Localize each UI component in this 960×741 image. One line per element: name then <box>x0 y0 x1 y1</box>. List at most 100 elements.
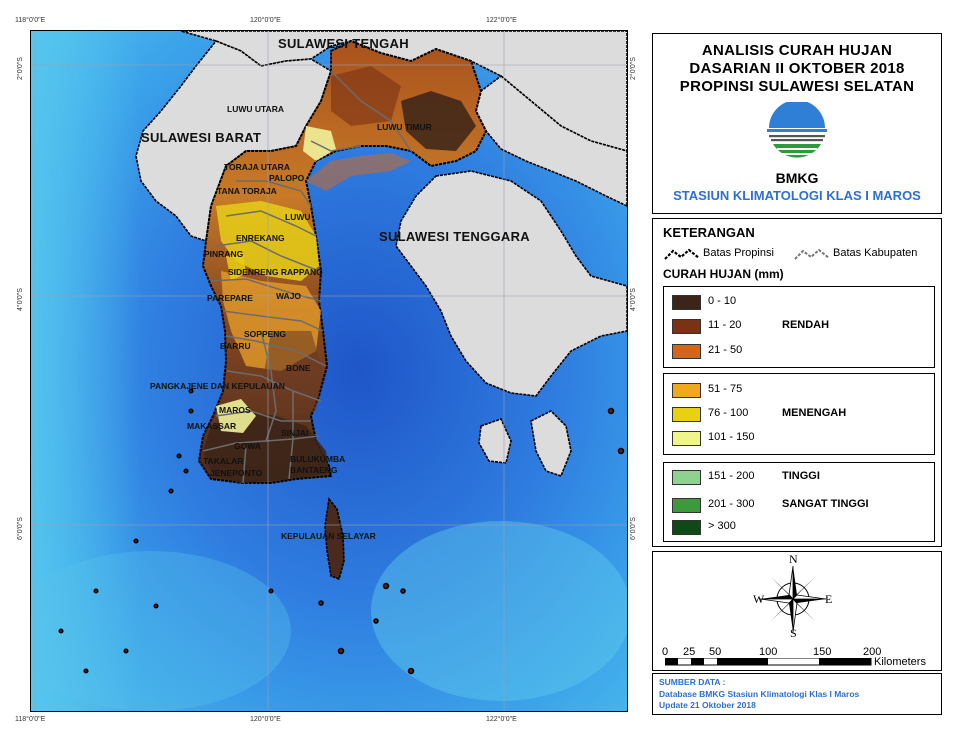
region-label-sulawesi-tenggara: SULAWESI TENGGARA <box>379 229 530 244</box>
coord-label-left: 2°0'0"S <box>17 57 24 80</box>
zone-rainfall-101-150 <box>303 126 336 161</box>
batas-propinsi-icon <box>664 248 700 260</box>
source-line2: Update 21 Oktober 2018 <box>659 700 756 710</box>
legend-class-label: 201 - 300 <box>708 498 755 510</box>
scale-tick-label: 100 <box>759 646 778 658</box>
coord-label-bottom: 122°0'0"E <box>486 716 517 723</box>
source-heading: SUMBER DATA : <box>659 677 726 687</box>
legend-category-label: SANGAT TINGGI <box>782 498 869 510</box>
title-panel: ANALISIS CURAH HUJAN DASARIAN II OKTOBER… <box>652 33 942 214</box>
kabupaten-label: MAROS <box>219 405 251 415</box>
compass-north: N <box>789 552 798 566</box>
legend-swatch <box>672 407 701 422</box>
coord-label-left: 6°0'0"S <box>17 517 24 540</box>
compass-rose-icon <box>759 565 827 633</box>
scale-tick-label: 25 <box>683 646 696 658</box>
kabupaten-label: WAJO <box>276 291 302 301</box>
batas-propinsi-label: Batas Propinsi <box>703 247 774 259</box>
zone-rainfall-101-150 <box>216 399 256 433</box>
zone-rainfall-0-10 <box>401 91 476 151</box>
kabupaten-label: LUWU <box>285 212 311 222</box>
scale-tick-label: 150 <box>813 646 832 658</box>
coord-label-top: 120°0'0"E <box>250 17 281 24</box>
legend-swatch <box>672 344 701 359</box>
kabupaten-label: LUWU TIMUR <box>377 122 432 132</box>
kabupaten-label: PALOPO <box>269 173 305 183</box>
sea-shallow-area <box>31 31 141 711</box>
station-name: STASIUN KLIMATOLOGI KLAS I MAROS <box>673 188 921 203</box>
kabupaten-label: PANGKAJENE DAN KEPULAUAN <box>150 381 285 391</box>
map-title-line1: ANALISIS CURAH HUJAN <box>701 42 893 59</box>
kabupaten-label: JENEPONTO <box>210 468 263 478</box>
kabupaten-label: TORAJA UTARA <box>224 162 290 172</box>
legend-class-label: 21 - 50 <box>708 344 743 356</box>
compass-west: W <box>753 592 765 606</box>
legend-group-menengah: 51 - 75 76 - 100 101 - 150 MENENGAH <box>663 373 935 455</box>
compass-east: E <box>825 592 833 606</box>
legend-class-label: > 300 <box>708 520 736 532</box>
sea-shallow-area <box>371 521 627 701</box>
legend-swatch <box>672 383 701 398</box>
kabupaten-label: BARRU <box>220 341 251 351</box>
coord-label-left: 4°0'0"S <box>17 288 24 311</box>
legend-swatch <box>672 295 701 310</box>
curah-hujan-title: CURAH HUJAN (mm) <box>663 267 784 281</box>
compass-scale-panel: N S E W 0 25 50 100 150 200 Kilometers <box>652 551 942 671</box>
coord-label-bottom: 118°0'0"E <box>15 716 46 723</box>
legend-swatch <box>672 431 701 446</box>
zone-rainfall-11-20 <box>261 331 323 416</box>
legend-category-label: MENENGAH <box>782 407 847 419</box>
scale-unit: Kilometers <box>874 656 926 668</box>
batas-kabupaten-label: Batas Kabupaten <box>833 247 918 259</box>
small-islands <box>58 388 625 675</box>
land-kepulauan-selayar[interactable] <box>324 497 345 581</box>
map-canvas[interactable] <box>31 31 627 711</box>
scale-tick-label: 0 <box>662 646 669 658</box>
legend-swatch <box>672 498 701 513</box>
map-frame[interactable]: SULAWESI TENGAH SULAWESI BARAT SULAWESI … <box>30 30 628 712</box>
zone-rainfall-11-20 <box>331 66 401 126</box>
kabupaten-boundaries <box>202 70 412 484</box>
kabupaten-label: LUWU UTARA <box>227 104 284 114</box>
land-muna <box>478 418 512 464</box>
kabupaten-label: PAREPARE <box>207 293 253 303</box>
legend-panel: KETERANGAN Batas Propinsi Batas Kabupate… <box>652 218 942 547</box>
land-buton <box>530 410 572 477</box>
kabupaten-label: SOPPENG <box>244 329 287 339</box>
compass-south: S <box>790 626 797 640</box>
legend-class-label: 76 - 100 <box>708 407 749 419</box>
source-panel: SUMBER DATA : Database BMKG Stasiun Klim… <box>652 673 942 715</box>
kabupaten-label: ENREKANG <box>236 233 285 243</box>
zone-rainfall-76-100 <box>226 253 246 281</box>
legend-class-label: 11 - 20 <box>708 319 742 331</box>
scale-bar <box>665 658 872 666</box>
legend-swatch <box>672 520 701 535</box>
kabupaten-label: BANTAENG <box>290 465 338 475</box>
kabupaten-label: KEPULAUAN SELAYAR <box>281 531 376 541</box>
legend-group-rendah: 0 - 10 11 - 20 21 - 50 RENDAH <box>663 286 935 368</box>
kabupaten-label: GOWA <box>234 441 261 451</box>
legend-swatch <box>672 470 701 485</box>
kabupaten-label: TANA TORAJA <box>217 186 277 196</box>
map-title-line2: DASARIAN II OKTOBER 2018 <box>689 60 905 77</box>
legend-class-label: 101 - 150 <box>708 431 755 443</box>
source-line1: Database BMKG Stasiun Klimatologi Klas I… <box>659 689 860 699</box>
agency-name: BMKG <box>775 170 819 186</box>
kabupaten-label: PINRANG <box>204 249 244 259</box>
legend-swatch <box>672 319 701 334</box>
coord-label-right: 4°0'0"S <box>630 288 637 311</box>
land-sulawesi-tenggara <box>395 170 627 397</box>
zone-rainfall-21-50 <box>306 153 411 191</box>
batas-kabupaten-icon <box>794 248 830 260</box>
legend-category-label: RENDAH <box>782 319 830 331</box>
kabupaten-label: BULUKUMBA <box>290 454 346 464</box>
coord-label-right: 2°0'0"S <box>630 57 637 80</box>
map-title-line3: PROPINSI SULAWESI SELATAN <box>679 78 915 95</box>
kabupaten-label: TAKALAR <box>203 456 244 466</box>
coord-label-right: 6°0'0"S <box>630 517 637 540</box>
kabupaten-label: SIDENRENG RAPPANG <box>228 267 323 277</box>
legend-class-label: 0 - 10 <box>708 295 737 307</box>
kabupaten-label: BONE <box>286 363 311 373</box>
scale-tick-label: 50 <box>709 646 722 658</box>
legend-group-tinggi: 151 - 200 TINGGI 201 - 300 SANGAT TINGGI… <box>663 462 935 542</box>
